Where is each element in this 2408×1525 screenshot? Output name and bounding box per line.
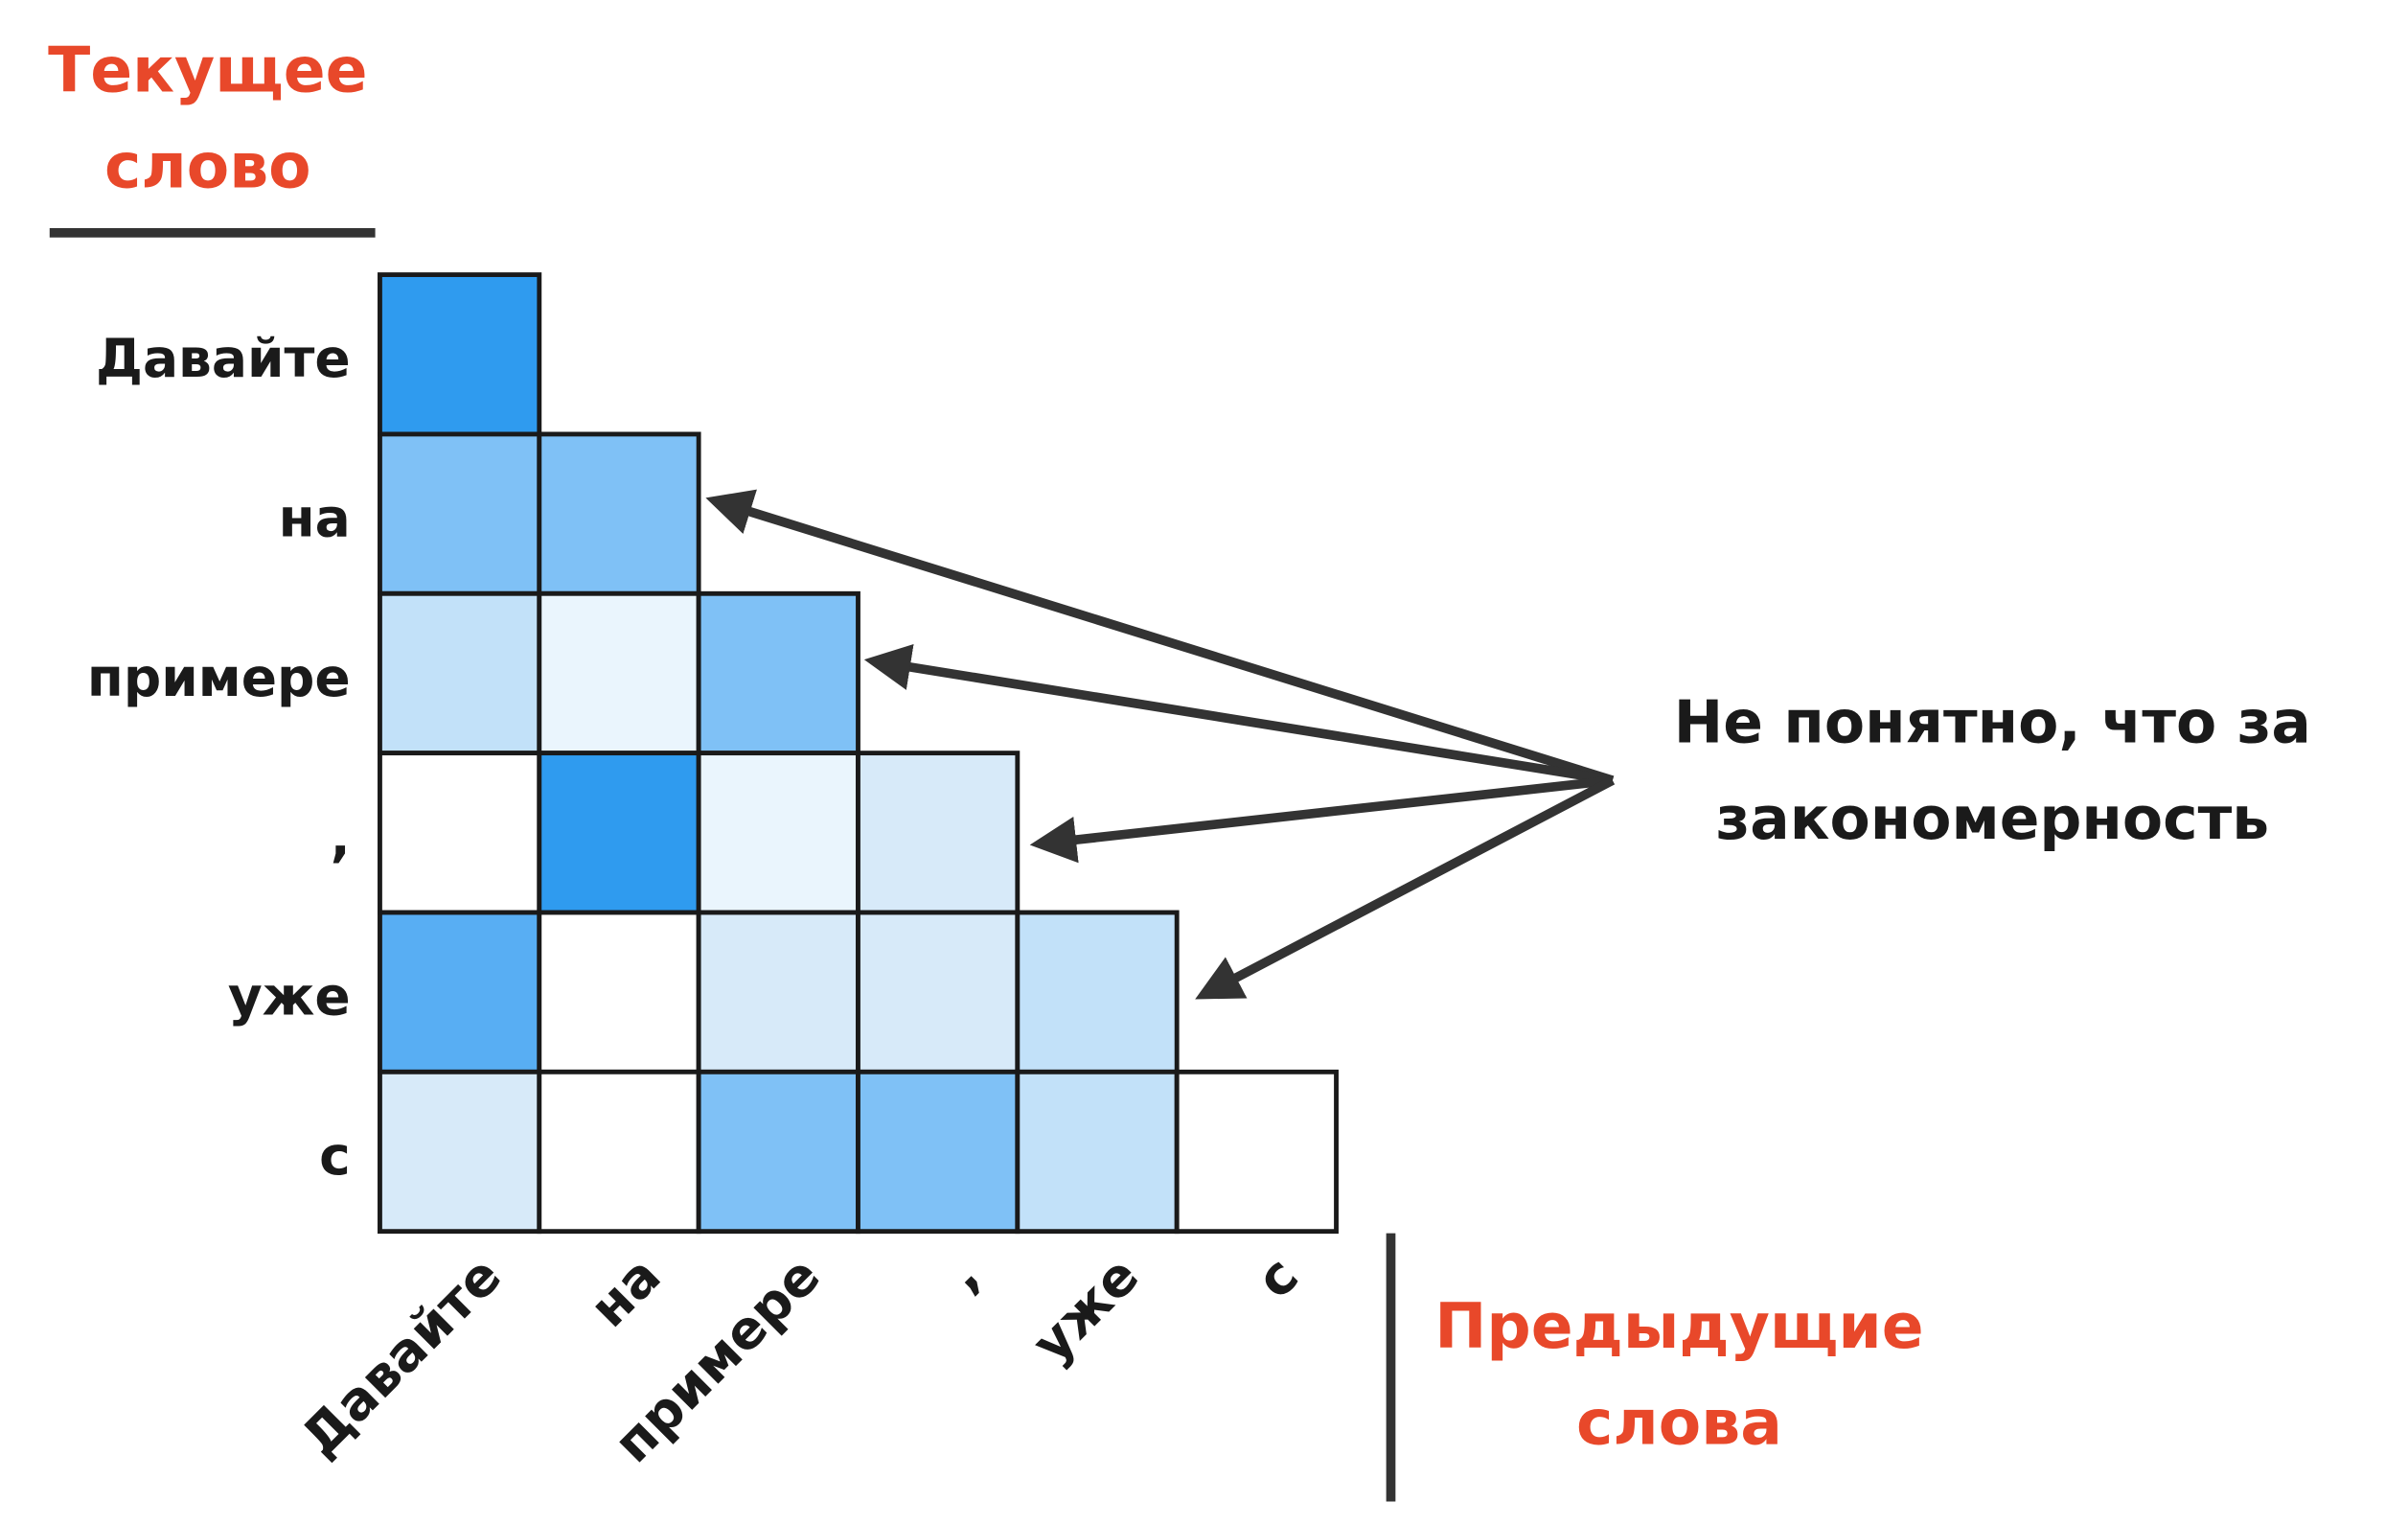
annotation-line: Не понятно, что за (1674, 688, 2311, 757)
annotation-line: закономерность (1716, 784, 2270, 853)
column-label: , (933, 1244, 991, 1302)
arrow (1029, 775, 1614, 864)
x-label-line: слова (1576, 1387, 1782, 1459)
column-label: Давайте (289, 1244, 513, 1467)
cell (537, 590, 701, 756)
cell (696, 751, 860, 915)
cell (537, 910, 701, 1074)
title-line: Текущее (48, 35, 367, 106)
row-label: Давайте (96, 328, 351, 389)
column-label: уже (1021, 1244, 1151, 1375)
cell (378, 590, 542, 756)
column-label: на (578, 1244, 672, 1338)
x-label-line: Предыдущие (1434, 1291, 1923, 1363)
cell (696, 910, 860, 1074)
row-label: , (331, 806, 351, 867)
cell (696, 590, 860, 756)
row-label: с (319, 1125, 351, 1187)
arrow (863, 643, 1614, 785)
cell (1174, 1069, 1339, 1235)
cell (378, 272, 542, 437)
cell (378, 431, 542, 596)
cell (378, 751, 542, 915)
cell (537, 431, 701, 596)
cell (1015, 910, 1180, 1074)
column-label: с (1245, 1244, 1310, 1309)
row-label: примере (87, 647, 351, 708)
title-line: слово (104, 131, 311, 203)
cell (856, 751, 1021, 915)
cell (537, 751, 701, 915)
cell (1015, 1069, 1180, 1235)
cell (856, 910, 1021, 1074)
attention-grid (378, 272, 1339, 1235)
cell (378, 1069, 542, 1235)
arrow (705, 489, 1615, 785)
cell (537, 1069, 701, 1235)
row-label: на (279, 488, 351, 549)
cell (696, 1069, 860, 1235)
row-label: уже (228, 966, 351, 1028)
cell (856, 1069, 1021, 1235)
arrows (705, 489, 1616, 1000)
cell (378, 910, 542, 1074)
arrow (1195, 775, 1616, 1000)
